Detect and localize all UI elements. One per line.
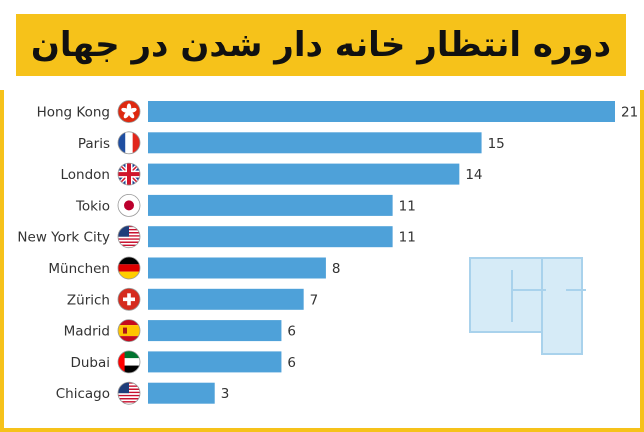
bar-row: München 8 [48, 256, 341, 280]
data-label: 6 [287, 355, 296, 371]
header: دوره انتظار خانه دار شدن در جهان [0, 0, 644, 90]
bar [148, 226, 393, 248]
category-label: London [61, 167, 111, 183]
bar-row: Paris 15 [78, 131, 505, 155]
title-banner: دوره انتظار خانه دار شدن در جهان [16, 14, 626, 76]
hong-kong-flag-icon [117, 100, 141, 123]
category-label: Dubai [70, 355, 110, 371]
data-label: 8 [332, 261, 341, 277]
uk-flag-icon [117, 162, 141, 186]
japan-flag-icon [117, 194, 141, 217]
category-label: Chicago [56, 386, 110, 402]
bar [148, 101, 615, 122]
category-label: New York City [17, 230, 110, 246]
category-label: München [48, 261, 110, 277]
france-flag-icon [117, 131, 141, 155]
category-label: Tokio [75, 198, 110, 214]
bar [148, 382, 215, 404]
spain-flag-icon [117, 319, 141, 343]
bar-row: Madrid 6 [64, 319, 296, 343]
usa-flag-icon [117, 381, 141, 405]
bar-row: Hong Kong 21 [37, 100, 638, 123]
bar-row: Tokio 11 [75, 194, 416, 217]
germany-flag-icon [117, 256, 141, 280]
bar-row: Chicago 3 [56, 381, 230, 405]
bar [148, 257, 326, 279]
data-label: 15 [488, 136, 505, 152]
switzerland-flag-icon [117, 287, 141, 311]
bar [148, 194, 393, 216]
category-label: Zürich [67, 292, 110, 308]
data-label: 11 [399, 198, 416, 214]
data-label: 7 [310, 292, 319, 308]
uae-flag-icon [117, 350, 141, 374]
bar-row: Zürich 7 [67, 287, 319, 311]
bar-row: London 14 [61, 162, 483, 186]
usa-flag-icon [117, 225, 141, 249]
chart-title: دوره انتظار خانه دار شدن در جهان [30, 25, 612, 65]
data-label: 3 [221, 386, 230, 402]
category-label: Madrid [64, 324, 110, 340]
bar [148, 288, 304, 310]
bar-row: New York City 11 [17, 225, 416, 249]
data-label: 14 [465, 167, 482, 183]
bar [148, 351, 282, 373]
bar [148, 320, 282, 342]
data-label: 11 [399, 230, 416, 246]
category-label: Hong Kong [37, 105, 110, 121]
category-label: Paris [78, 136, 110, 152]
data-label: 21 [621, 105, 638, 121]
watermark-logo [469, 257, 586, 355]
bar-row: Dubai 6 [70, 350, 296, 374]
bar [148, 163, 460, 185]
bar [148, 132, 482, 154]
data-label: 6 [287, 324, 296, 340]
